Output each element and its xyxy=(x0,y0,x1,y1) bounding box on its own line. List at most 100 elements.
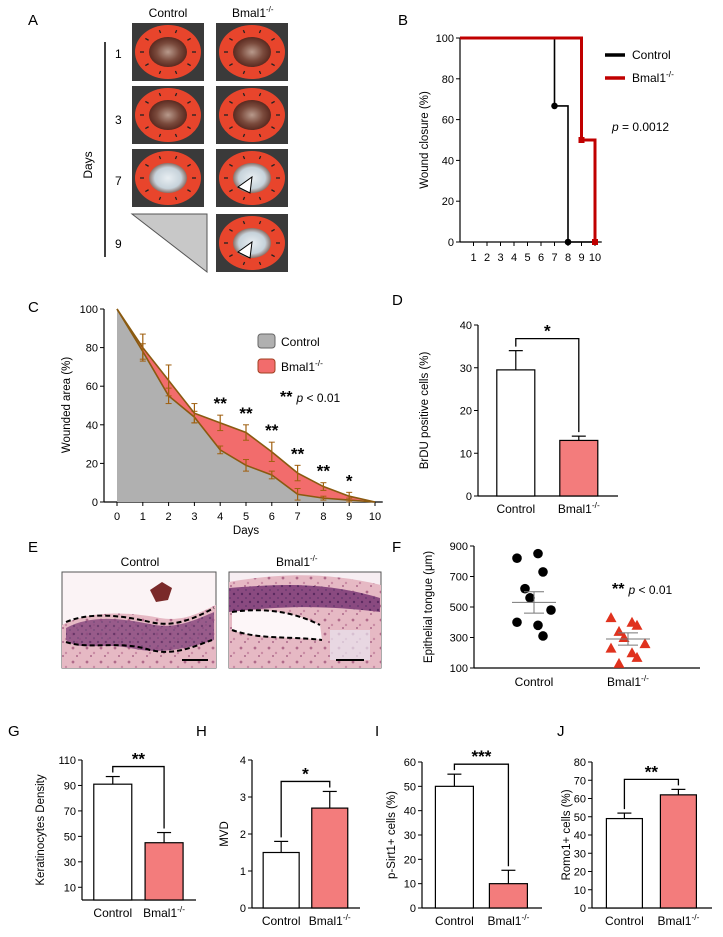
x-category-label-0-name: Control xyxy=(605,914,644,928)
suture-mark xyxy=(242,155,246,160)
p-value-annotation: p = 0.0012 xyxy=(611,120,669,134)
p-value-annotation: ** p < 0.01 xyxy=(612,581,672,598)
y-axis-label: Romo1+ cells (%) xyxy=(561,789,573,880)
suture-mark xyxy=(174,70,178,75)
x-category-label-0-name: Control xyxy=(93,906,132,920)
series-line-0 xyxy=(460,37,595,243)
col-title-bmal1-name: Bmal1 xyxy=(232,6,266,20)
suture-mark xyxy=(174,155,178,160)
y-tick-label: 100 xyxy=(436,33,454,45)
significance-marker: ** xyxy=(265,421,279,440)
x-category-label-1: Bmal1-/- xyxy=(309,912,351,928)
day-label-1: 1 xyxy=(115,47,122,61)
legend-swatch-0 xyxy=(257,333,276,349)
y-tick-label: 70 xyxy=(64,806,76,818)
histo-title-control: Control xyxy=(121,555,160,569)
suture-mark xyxy=(271,163,275,167)
x-tick-label: 5 xyxy=(243,511,249,523)
y-tick-label: 50 xyxy=(404,781,416,793)
histo-title-bmal1-sup: -/- xyxy=(310,554,318,563)
suture-mark xyxy=(145,126,149,130)
day-label-3: 3 xyxy=(115,113,122,127)
y-tick-label: 70 xyxy=(574,775,586,787)
suture-mark xyxy=(258,70,262,75)
y-tick-label: 80 xyxy=(86,343,98,355)
x-tick-label: 7 xyxy=(551,252,557,264)
y-tick-label: 20 xyxy=(86,458,98,470)
scatter-point xyxy=(538,631,548,641)
scatter-point xyxy=(525,593,535,603)
x-category-label-1: Bmal1-/- xyxy=(143,904,185,920)
scatter-point xyxy=(631,619,643,630)
panel-label-e: E xyxy=(28,539,38,556)
y-tick-label: 100 xyxy=(450,663,468,675)
scatter-point xyxy=(605,642,617,653)
suture-mark xyxy=(187,126,191,130)
x-tick-label: 4 xyxy=(217,511,223,523)
suture-mark xyxy=(158,196,162,201)
suture-mark xyxy=(229,228,233,232)
x-axis-label: Days xyxy=(233,525,259,537)
scatter-point xyxy=(533,620,543,631)
scatter-point xyxy=(605,612,617,623)
suture-mark xyxy=(229,37,233,41)
x-tick-label: 1 xyxy=(140,511,146,523)
suture-mark xyxy=(258,133,262,138)
legend-label-1-name: Bmal1 xyxy=(281,360,315,374)
suture-mark xyxy=(271,126,275,130)
histology-image-bmal1 xyxy=(228,571,382,669)
panel-a: A Control Bmal1-/- Days 1 3 7 9 xyxy=(28,5,288,274)
y-tick-label: 80 xyxy=(574,757,586,769)
p-value-annotation: ** p < 0.01 xyxy=(280,389,340,406)
bar-0 xyxy=(262,851,300,909)
suture-mark xyxy=(242,92,246,97)
suture-mark xyxy=(187,189,191,193)
p-symbol: p xyxy=(611,120,619,134)
suture-mark xyxy=(145,100,149,104)
y-tick-label: 0 xyxy=(466,491,472,503)
suture-mark xyxy=(242,133,246,138)
suture-mark xyxy=(174,29,178,34)
panel-label-f: F xyxy=(392,539,401,556)
y-tick-label: 30 xyxy=(460,363,472,375)
legend-label-1: Bmal1-/- xyxy=(632,69,674,85)
wound-photo-grid xyxy=(132,23,288,272)
y-axis-label: BrDU positive cells (%) xyxy=(419,352,431,470)
x-tick-label: 10 xyxy=(589,252,601,264)
suture-mark xyxy=(229,126,233,130)
y-tick-label: 50 xyxy=(574,812,586,824)
legend-label-1-sup: -/- xyxy=(666,69,674,79)
x-tick-label: 9 xyxy=(578,252,584,264)
y-tick-label: 500 xyxy=(450,602,468,614)
p-value-text: = 0.0012 xyxy=(619,120,670,134)
y-tick-label: 90 xyxy=(64,780,76,792)
bar-0 xyxy=(605,817,644,909)
y-tick-label: 3 xyxy=(240,792,246,804)
x-category-label-0-name: Control xyxy=(435,914,474,928)
x-category-label-1-sup: -/- xyxy=(592,500,600,510)
suture-mark xyxy=(258,220,262,225)
y-tick-label: 20 xyxy=(460,406,472,418)
suture-mark xyxy=(187,63,191,67)
y-tick-label: 10 xyxy=(404,879,416,891)
significance-marker: * xyxy=(544,322,551,341)
suture-mark xyxy=(258,92,262,97)
panel-label-b: B xyxy=(398,12,408,29)
y-axis-label: Keratinocytes Density xyxy=(35,774,47,885)
p-symbol: p xyxy=(627,583,635,597)
x-tick-label: 8 xyxy=(320,511,326,523)
day-label-9: 9 xyxy=(115,237,122,251)
bar-1 xyxy=(488,883,528,909)
p-value-text: < 0.01 xyxy=(635,583,672,597)
y-tick-label: 0 xyxy=(580,903,586,915)
days-axis-title: Days xyxy=(81,151,95,178)
suture-mark xyxy=(242,196,246,201)
x-category-label-0: Control xyxy=(262,914,301,928)
x-category-label-1-sup: -/- xyxy=(343,912,351,922)
x-category-label-1-name: Bmal1 xyxy=(309,914,343,928)
x-category-label-1-name: Bmal1 xyxy=(607,675,641,689)
significance-marker: * xyxy=(302,764,309,783)
y-tick-label: 20 xyxy=(574,867,586,879)
x-tick-label: 0 xyxy=(114,511,120,523)
suture-mark xyxy=(258,29,262,34)
